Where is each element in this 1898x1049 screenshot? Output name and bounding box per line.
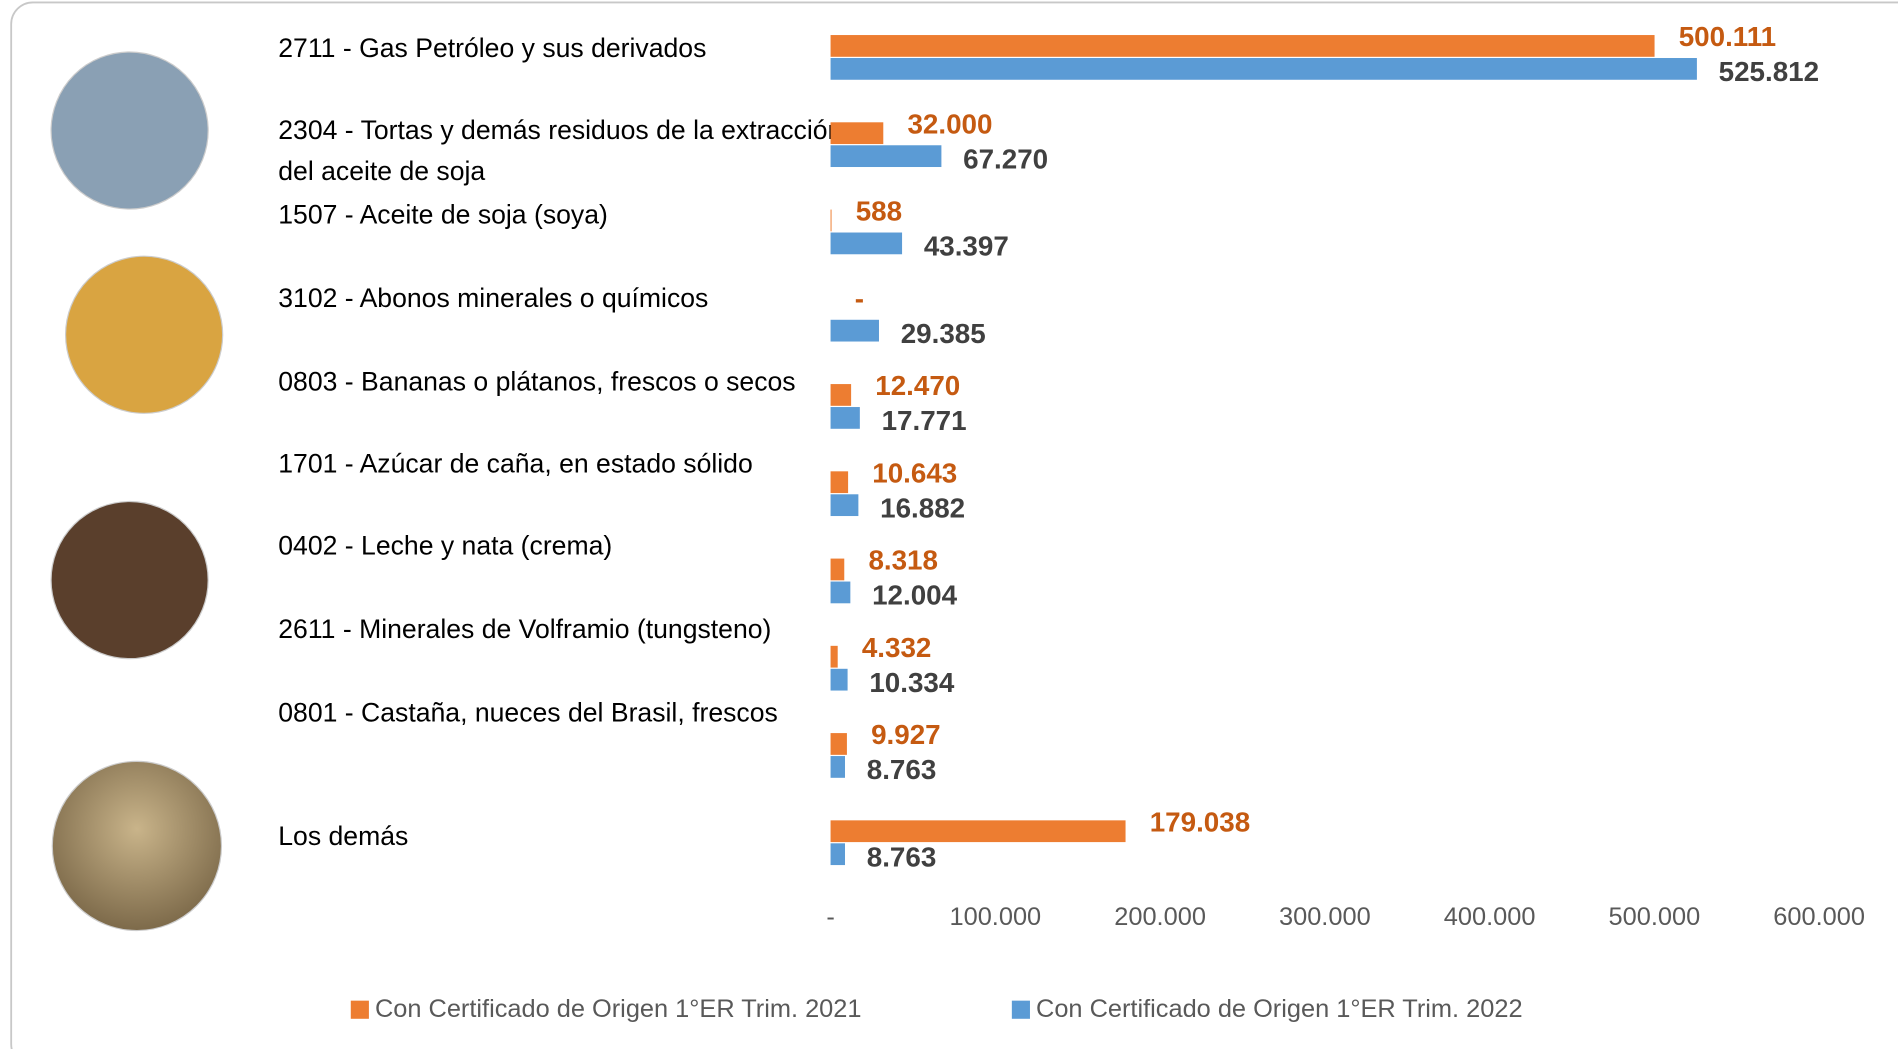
value-label: 500.111 — [1679, 21, 1776, 52]
x-tick-label: 400.000 — [1444, 903, 1536, 931]
value-label: 8.318 — [868, 545, 938, 576]
x-tick-label: 500.000 — [1609, 903, 1701, 931]
value-label: 8.763 — [867, 841, 937, 872]
value-label: 17.771 — [882, 405, 967, 436]
bar — [830, 494, 859, 517]
category-label: Los demás — [278, 820, 409, 851]
frame — [10, 1, 1898, 1049]
category-label: 0801 - Castaña, nueces del Brasil, fresc… — [278, 697, 778, 728]
category-label-box: Los demás — [278, 820, 409, 851]
value-label: 10.643 — [872, 457, 957, 488]
value-label: 588 — [856, 196, 902, 227]
category-label-box: 0402 - Leche y nata (crema) — [278, 530, 613, 561]
value-label: 12.004 — [872, 580, 958, 611]
category-label: 0803 - Bananas o plátanos, frescos o sec… — [278, 366, 796, 397]
bar — [830, 756, 846, 778]
bar — [830, 581, 851, 604]
bar — [830, 384, 852, 406]
bar — [830, 820, 1126, 843]
category-label-box: 1507 - Aceite de soja (soya) — [278, 199, 608, 230]
value-label: 4.332 — [862, 632, 932, 663]
bar — [830, 209, 832, 232]
bar — [830, 843, 846, 866]
bar — [830, 407, 860, 429]
bar — [830, 319, 879, 342]
bar — [830, 35, 1655, 57]
photo — [50, 51, 209, 210]
x-tick-label: 600.000 — [1773, 903, 1865, 931]
category-label-box: 0801 - Castaña, nueces del Brasil, fresc… — [278, 697, 778, 728]
category-label: 1507 - Aceite de soja (soya) — [278, 199, 608, 230]
bar — [830, 232, 903, 255]
value-label: 10.334 — [869, 667, 955, 698]
value-label: 9.927 — [871, 719, 941, 750]
category-label-box: 2611 - Minerales de Volframio (tungsteno… — [278, 613, 772, 645]
value-label: 12.470 — [875, 370, 960, 401]
category-label: 2711 - Gas Petróleo y sus derivados — [278, 32, 707, 63]
category-label: 2304 - Tortas y demás residuos de la ext… — [278, 114, 843, 187]
value-label: 29.385 — [901, 318, 986, 349]
category-label: 3102 - Abonos minerales o químicos — [278, 282, 709, 314]
value-label: - — [855, 283, 864, 314]
category-label-box: 2304 - Tortas y demás residuos de la ext… — [278, 114, 843, 187]
value-label: 43.397 — [924, 231, 1009, 262]
x-tick-label: 200.000 — [1114, 903, 1206, 931]
legend-swatch — [350, 1000, 369, 1019]
bar — [830, 145, 942, 168]
photo — [50, 500, 209, 660]
value-label: 8.763 — [867, 754, 937, 785]
bar — [830, 645, 838, 668]
legend-label: Con Certificado de Origen 1°ER Trim. 202… — [375, 995, 862, 1023]
category-label-box: 3102 - Abonos minerales o químicos — [278, 282, 709, 314]
value-label: 525.812 — [1719, 56, 1819, 87]
bar — [830, 558, 845, 581]
x-tick-label: 100.000 — [949, 903, 1041, 931]
category-label-box: 0803 - Bananas o plátanos, frescos o sec… — [278, 366, 796, 397]
photo — [64, 255, 224, 414]
bar — [830, 471, 849, 494]
x-tick-label: 300.000 — [1279, 903, 1371, 931]
legend-label: Con Certificado de Origen 1°ER Trim. 202… — [1036, 995, 1523, 1023]
category-label-box: 2711 - Gas Petróleo y sus derivados — [278, 32, 707, 63]
bar — [830, 668, 848, 691]
x-tick-label: - — [826, 903, 834, 931]
bar — [830, 733, 847, 755]
legend-swatch — [1011, 1000, 1030, 1019]
value-label: 16.882 — [880, 492, 965, 523]
category-label-box: 1701 - Azúcar de caña, en estado sólido — [278, 448, 753, 479]
category-label: 2611 - Minerales de Volframio (tungsteno… — [278, 613, 772, 645]
value-label: 32.000 — [907, 108, 992, 139]
value-label: 179.038 — [1150, 806, 1250, 837]
bar — [830, 122, 884, 145]
photo — [51, 760, 223, 932]
value-label: 67.270 — [963, 143, 1048, 174]
category-label: 0402 - Leche y nata (crema) — [278, 530, 613, 561]
bar — [830, 58, 1697, 80]
category-label: 1701 - Azúcar de caña, en estado sólido — [278, 448, 753, 479]
